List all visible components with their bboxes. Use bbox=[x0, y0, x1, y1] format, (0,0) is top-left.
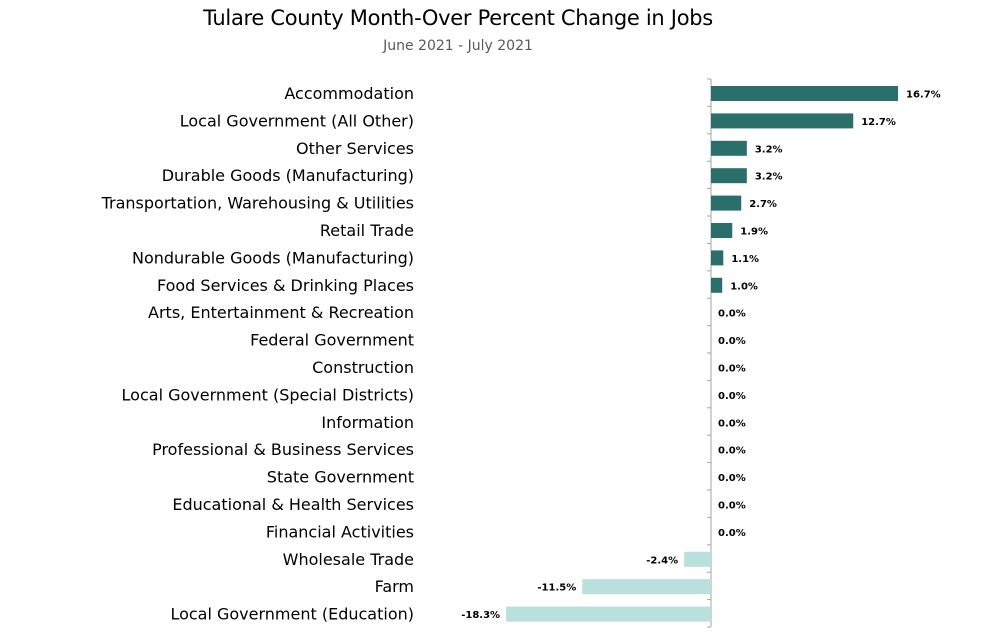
bar bbox=[711, 140, 747, 156]
data-label: 0.0% bbox=[718, 364, 746, 375]
category-label: Retail Trade bbox=[320, 221, 414, 240]
category-label: Nondurable Goods (Manufacturing) bbox=[132, 248, 414, 267]
data-label: 12.7% bbox=[861, 117, 896, 128]
category-label: Educational & Health Services bbox=[172, 495, 414, 514]
category-label: Wholesale Trade bbox=[283, 550, 414, 569]
bar bbox=[711, 277, 723, 293]
data-label: 0.0% bbox=[718, 418, 746, 429]
bar bbox=[506, 606, 711, 622]
data-label: 0.0% bbox=[718, 446, 746, 457]
category-label: Federal Government bbox=[250, 331, 414, 350]
category-label: Local Government (Special Districts) bbox=[122, 385, 414, 404]
data-label: 0.0% bbox=[718, 309, 746, 320]
category-label: Durable Goods (Manufacturing) bbox=[162, 166, 414, 185]
category-label: Farm bbox=[375, 577, 414, 596]
bar bbox=[582, 579, 711, 595]
bar bbox=[684, 551, 711, 567]
category-label: Financial Activities bbox=[266, 522, 414, 541]
data-label: 2.7% bbox=[749, 199, 777, 210]
category-label: Transportation, Warehousing & Utilities bbox=[101, 194, 414, 213]
data-label: 0.0% bbox=[718, 501, 746, 512]
data-label: 0.0% bbox=[718, 473, 746, 484]
bar bbox=[711, 168, 747, 184]
data-label: -18.3% bbox=[461, 610, 500, 621]
data-label: 0.0% bbox=[718, 391, 746, 402]
data-label: 0.0% bbox=[718, 336, 746, 347]
bar bbox=[711, 86, 898, 101]
category-label: Local Government (All Other) bbox=[180, 111, 414, 130]
data-label: 16.7% bbox=[906, 90, 941, 101]
data-label: -11.5% bbox=[537, 583, 576, 594]
category-label: Information bbox=[321, 413, 414, 432]
category-label: Local Government (Education) bbox=[170, 605, 414, 624]
data-label: 0.0% bbox=[718, 528, 746, 539]
category-label: Arts, Entertainment & Recreation bbox=[148, 303, 414, 322]
data-label: 3.2% bbox=[755, 172, 783, 183]
data-label: 1.0% bbox=[730, 281, 758, 292]
category-label: Professional & Business Services bbox=[152, 440, 414, 459]
bar bbox=[711, 195, 742, 211]
bar bbox=[711, 223, 733, 238]
bar bbox=[711, 250, 724, 266]
category-label: Construction bbox=[312, 358, 414, 377]
data-label: -2.4% bbox=[646, 555, 678, 566]
chart-subtitle: June 2021 - July 2021 bbox=[383, 38, 533, 54]
category-label: State Government bbox=[267, 468, 414, 487]
bar bbox=[711, 113, 854, 129]
category-label: Accommodation bbox=[284, 84, 414, 103]
category-label: Other Services bbox=[296, 139, 414, 158]
category-label: Food Services & Drinking Places bbox=[157, 276, 414, 295]
data-label: 3.2% bbox=[755, 144, 783, 155]
chart-title: Tulare County Month-Over Percent Change … bbox=[203, 6, 713, 30]
data-label: 1.9% bbox=[740, 227, 768, 238]
data-label: 1.1% bbox=[731, 254, 759, 265]
